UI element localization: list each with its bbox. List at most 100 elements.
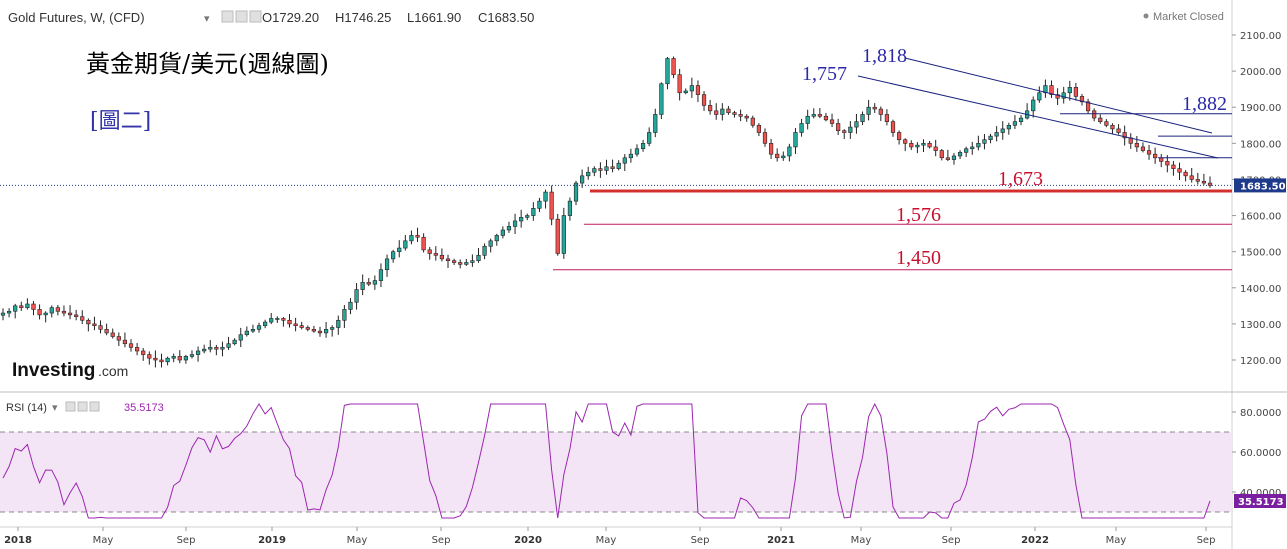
candle-body[interactable] xyxy=(439,254,445,260)
candle-body[interactable] xyxy=(586,171,591,177)
candlestick-series[interactable] xyxy=(0,56,1213,368)
candle-body[interactable] xyxy=(689,85,694,92)
candle-body[interactable] xyxy=(671,58,676,76)
candle-body[interactable] xyxy=(19,305,24,308)
candle-body[interactable] xyxy=(1031,99,1036,112)
candle-body[interactable] xyxy=(147,354,152,359)
candle-body[interactable] xyxy=(915,144,920,148)
candle-body[interactable] xyxy=(665,58,670,85)
candle-body[interactable] xyxy=(1153,153,1158,159)
candle-body[interactable] xyxy=(110,332,115,337)
candle-body[interactable] xyxy=(232,339,237,345)
candle-body[interactable] xyxy=(561,215,566,254)
candle-body[interactable] xyxy=(567,200,573,216)
candle-body[interactable] xyxy=(890,121,896,133)
candle-body[interactable] xyxy=(897,132,902,141)
candle-body[interactable] xyxy=(275,318,280,320)
candle-body[interactable] xyxy=(799,123,804,133)
candle-body[interactable] xyxy=(80,316,85,321)
candle-body[interactable] xyxy=(445,258,451,261)
candle-body[interactable] xyxy=(628,153,633,159)
visibility-icon[interactable] xyxy=(221,10,234,23)
candle-body[interactable] xyxy=(43,312,48,316)
candle-body[interactable] xyxy=(128,343,134,348)
candle-body[interactable] xyxy=(945,157,950,160)
candle-body[interactable] xyxy=(330,327,335,330)
candle-body[interactable] xyxy=(458,262,463,265)
candle-body[interactable] xyxy=(1012,121,1018,126)
candle-body[interactable] xyxy=(1122,132,1127,139)
candle-body[interactable] xyxy=(726,108,731,113)
rsi-line[interactable] xyxy=(2,402,1211,519)
candle-body[interactable] xyxy=(263,321,268,326)
candle-body[interactable] xyxy=(1061,92,1066,99)
candle-body[interactable] xyxy=(878,108,883,115)
candle-body[interactable] xyxy=(488,240,493,247)
trendlines[interactable] xyxy=(857,57,1219,159)
candle-body[interactable] xyxy=(640,143,646,150)
close-icon[interactable] xyxy=(249,10,262,23)
candle-body[interactable] xyxy=(74,314,79,317)
rsi-close-icon[interactable] xyxy=(89,401,100,412)
candle-body[interactable] xyxy=(531,208,536,216)
candle-body[interactable] xyxy=(360,282,365,290)
candle-body[interactable] xyxy=(1067,87,1072,94)
candle-body[interactable] xyxy=(366,282,371,285)
candle-body[interactable] xyxy=(903,139,908,144)
candle-body[interactable] xyxy=(775,153,780,159)
candle-body[interactable] xyxy=(829,119,835,124)
candle-body[interactable] xyxy=(1195,179,1200,182)
instrument-title[interactable]: Gold Futures, W, (CFD) xyxy=(8,10,145,25)
candle-body[interactable] xyxy=(500,229,505,236)
candle-body[interactable] xyxy=(1092,110,1097,119)
candle-body[interactable] xyxy=(695,85,701,95)
rsi-visibility-icon[interactable] xyxy=(65,401,76,412)
candle-body[interactable] xyxy=(939,150,944,159)
candle-body[interactable] xyxy=(616,162,621,169)
candle-body[interactable] xyxy=(860,114,865,122)
candle-body[interactable] xyxy=(397,247,402,252)
candle-body[interactable] xyxy=(25,303,30,308)
candle-body[interactable] xyxy=(470,260,475,263)
settings-icon[interactable] xyxy=(235,10,248,23)
candle-body[interactable] xyxy=(0,312,6,316)
candle-body[interactable] xyxy=(122,339,128,345)
candle-body[interactable] xyxy=(1079,96,1085,103)
candle-body[interactable] xyxy=(1134,143,1139,148)
candle-body[interactable] xyxy=(92,323,97,326)
candle-body[interactable] xyxy=(701,94,707,106)
candle-body[interactable] xyxy=(677,74,682,94)
candle-body[interactable] xyxy=(653,114,658,133)
candle-body[interactable] xyxy=(714,110,719,115)
candle-body[interactable] xyxy=(762,132,768,144)
candle-body[interactable] xyxy=(720,108,725,115)
candle-body[interactable] xyxy=(250,329,256,332)
candle-body[interactable] xyxy=(573,182,579,202)
candle-body[interactable] xyxy=(287,319,292,325)
candle-body[interactable] xyxy=(165,357,170,363)
rsi-title[interactable]: RSI (14) xyxy=(6,402,47,414)
candle-body[interactable] xyxy=(842,130,847,133)
candle-body[interactable] xyxy=(1189,175,1194,180)
candle-body[interactable] xyxy=(86,319,91,325)
candle-body[interactable] xyxy=(1159,157,1164,162)
candle-body[interactable] xyxy=(866,106,871,115)
candle-body[interactable] xyxy=(964,148,969,153)
candle-body[interactable] xyxy=(1085,101,1091,112)
candle-body[interactable] xyxy=(348,301,353,310)
candle-body[interactable] xyxy=(549,191,554,220)
chevron-down-icon[interactable]: ▾ xyxy=(52,402,58,414)
trendline-1818[interactable] xyxy=(904,57,1213,134)
candle-body[interactable] xyxy=(592,168,597,173)
candle-body[interactable] xyxy=(427,249,432,254)
candle-body[interactable] xyxy=(372,280,377,285)
candle-body[interactable] xyxy=(354,289,359,303)
candle-body[interactable] xyxy=(433,253,438,256)
candle-body[interactable] xyxy=(281,318,286,321)
candle-body[interactable] xyxy=(982,139,987,144)
candle-body[interactable] xyxy=(708,105,713,112)
candle-body[interactable] xyxy=(519,217,524,222)
candle-body[interactable] xyxy=(750,117,755,126)
candle-body[interactable] xyxy=(452,260,457,263)
candle-body[interactable] xyxy=(512,220,518,227)
